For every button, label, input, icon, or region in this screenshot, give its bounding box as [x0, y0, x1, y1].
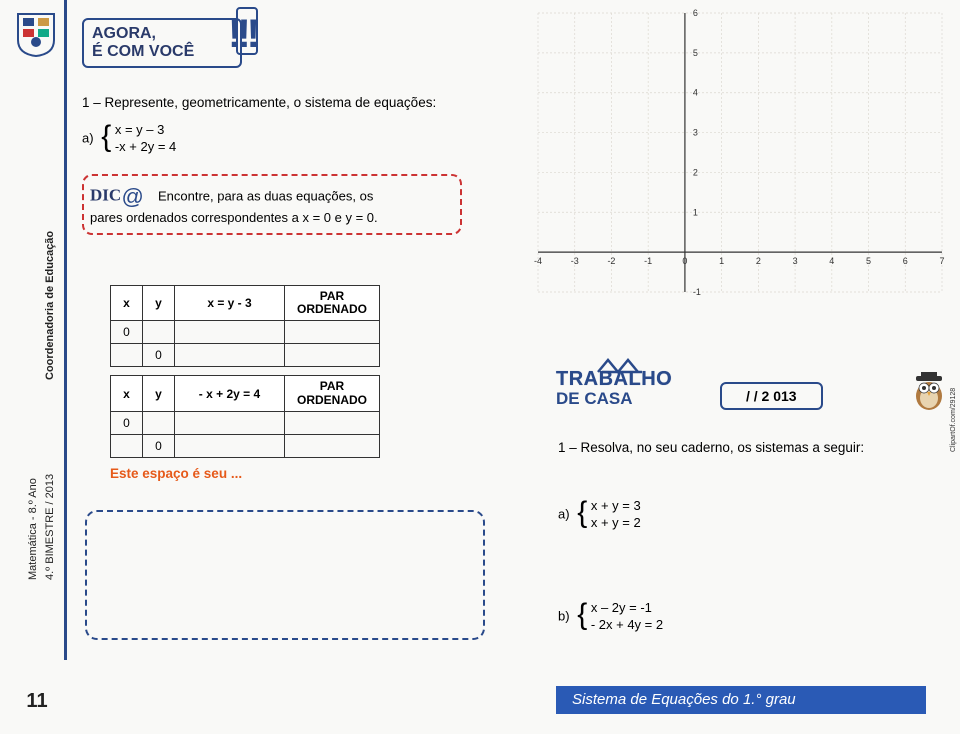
t2-r1c1: 0 [143, 434, 175, 457]
svg-text:-4: -4 [534, 256, 542, 266]
t1-h1: x [111, 286, 143, 321]
brace-icon: { [577, 598, 587, 632]
svg-text:-1: -1 [693, 287, 701, 297]
svg-text:1: 1 [719, 256, 724, 266]
t2-h3: - x + 2y = 4 [175, 376, 285, 411]
t1-r1c1: 0 [143, 344, 175, 367]
t1-r1c0 [111, 344, 143, 367]
crest-icon [14, 10, 58, 58]
homework-heading: TRABALHO DE CASA [556, 370, 696, 409]
header-line1: AGORA, [92, 25, 156, 42]
footer-title: Sistema de Equações do 1.° grau [556, 686, 926, 714]
t2-r1c2 [175, 434, 285, 457]
table-row: 0 [111, 344, 380, 367]
svg-text:-1: -1 [644, 256, 652, 266]
t2-r0c2 [175, 411, 285, 434]
header-line2: É COM VOCÊ [92, 43, 194, 60]
tip-prefix: DIC [90, 185, 121, 204]
homework-subtitle: DE CASA [556, 389, 696, 409]
table-2: x y - x + 2y = 4 PARORDENADO 0 0 [110, 375, 380, 457]
equation-2: -x + 2y = 4 [115, 139, 176, 154]
hw-a-label: a) [558, 506, 570, 521]
t2-r1c3 [285, 434, 380, 457]
table-row: 0 [111, 411, 380, 434]
homework-date: / / 2 013 [720, 382, 823, 410]
svg-text:4: 4 [693, 88, 698, 98]
sidebar-subject-line1: Matemática - 8.º Ano [27, 478, 39, 580]
equation-1: x = y – 3 [115, 122, 165, 137]
svg-text:6: 6 [903, 256, 908, 266]
svg-text:0: 0 [682, 256, 687, 266]
question-prompt: 1 – Represente, geometricamente, o siste… [82, 95, 522, 110]
vertical-divider [64, 0, 67, 660]
homework-title: TRABALHO [556, 370, 696, 389]
workspace-box [85, 510, 485, 640]
brace-icon: { [577, 496, 587, 530]
image-attribution: ClipartOf.com/29128 [950, 388, 957, 452]
t1-h3: x = y - 3 [175, 286, 285, 321]
table-row: 0 [111, 434, 380, 457]
table-row: 0 [111, 321, 380, 344]
owl-icon [910, 372, 948, 412]
t1-r1c3 [285, 344, 380, 367]
question-label-a: a) [82, 130, 94, 145]
hw-a-eq2: x + y = 2 [591, 515, 641, 530]
t1-r0c0: 0 [111, 321, 143, 344]
svg-text:2: 2 [756, 256, 761, 266]
sidebar-org-label: Coordenadoria de Educação [44, 231, 56, 380]
t2-r0c3 [285, 411, 380, 434]
t1-r0c1 [143, 321, 175, 344]
t1-h4: PARORDENADO [285, 286, 380, 321]
workspace-label: Este espaço é seu ... [110, 466, 490, 481]
table-1: x y x = y - 3 PARORDENADO 0 0 [110, 285, 380, 367]
hw-a-eq1: x + y = 3 [591, 498, 641, 513]
tip-text-2: pares ordenados correspondentes a x = 0 … [90, 210, 378, 225]
coordinate-chart: -4 -3 -2 -1 0 1 2 3 4 5 6 7 -1 1 2 3 4 5 6 [530, 5, 950, 300]
header-exclamations: !!! [228, 12, 256, 57]
svg-text:3: 3 [793, 256, 798, 266]
svg-text:-2: -2 [607, 256, 615, 266]
svg-text:7: 7 [939, 256, 944, 266]
svg-text:3: 3 [693, 128, 698, 138]
t2-r0c0: 0 [111, 411, 143, 434]
t2-r1c0 [111, 434, 143, 457]
page-number: 11 [16, 690, 58, 713]
svg-text:4: 4 [829, 256, 834, 266]
tip-box: DIC@ Encontre, para as duas equações, os… [82, 174, 462, 235]
brace-icon: { [101, 120, 111, 154]
t2-h4: PARORDENADO [285, 376, 380, 411]
header-box: AGORA, É COM VOCÊ [82, 18, 242, 68]
hw-b-label: b) [558, 608, 570, 623]
t1-h2: y [143, 286, 175, 321]
svg-text:6: 6 [693, 8, 698, 18]
t1-r0c3 [285, 321, 380, 344]
t2-h1: x [111, 376, 143, 411]
hw-b-eq1: x – 2y = -1 [591, 600, 652, 615]
hw-b-eq2: - 2x + 4y = 2 [591, 617, 663, 632]
t1-r1c2 [175, 344, 285, 367]
svg-text:5: 5 [693, 48, 698, 58]
svg-text:5: 5 [866, 256, 871, 266]
tip-text-1: Encontre, para as duas equações, os [158, 188, 373, 203]
homework-instruction: 1 – Resolva, no seu caderno, os sistemas… [558, 440, 864, 455]
tip-at-icon: @ [121, 184, 143, 209]
sidebar-subject-line2: 4.º BIMESTRE / 2013 [44, 474, 56, 580]
t2-r0c1 [143, 411, 175, 434]
svg-text:2: 2 [693, 167, 698, 177]
t2-h2: y [143, 376, 175, 411]
svg-text:1: 1 [693, 207, 698, 217]
svg-text:-3: -3 [571, 256, 579, 266]
t1-r0c2 [175, 321, 285, 344]
